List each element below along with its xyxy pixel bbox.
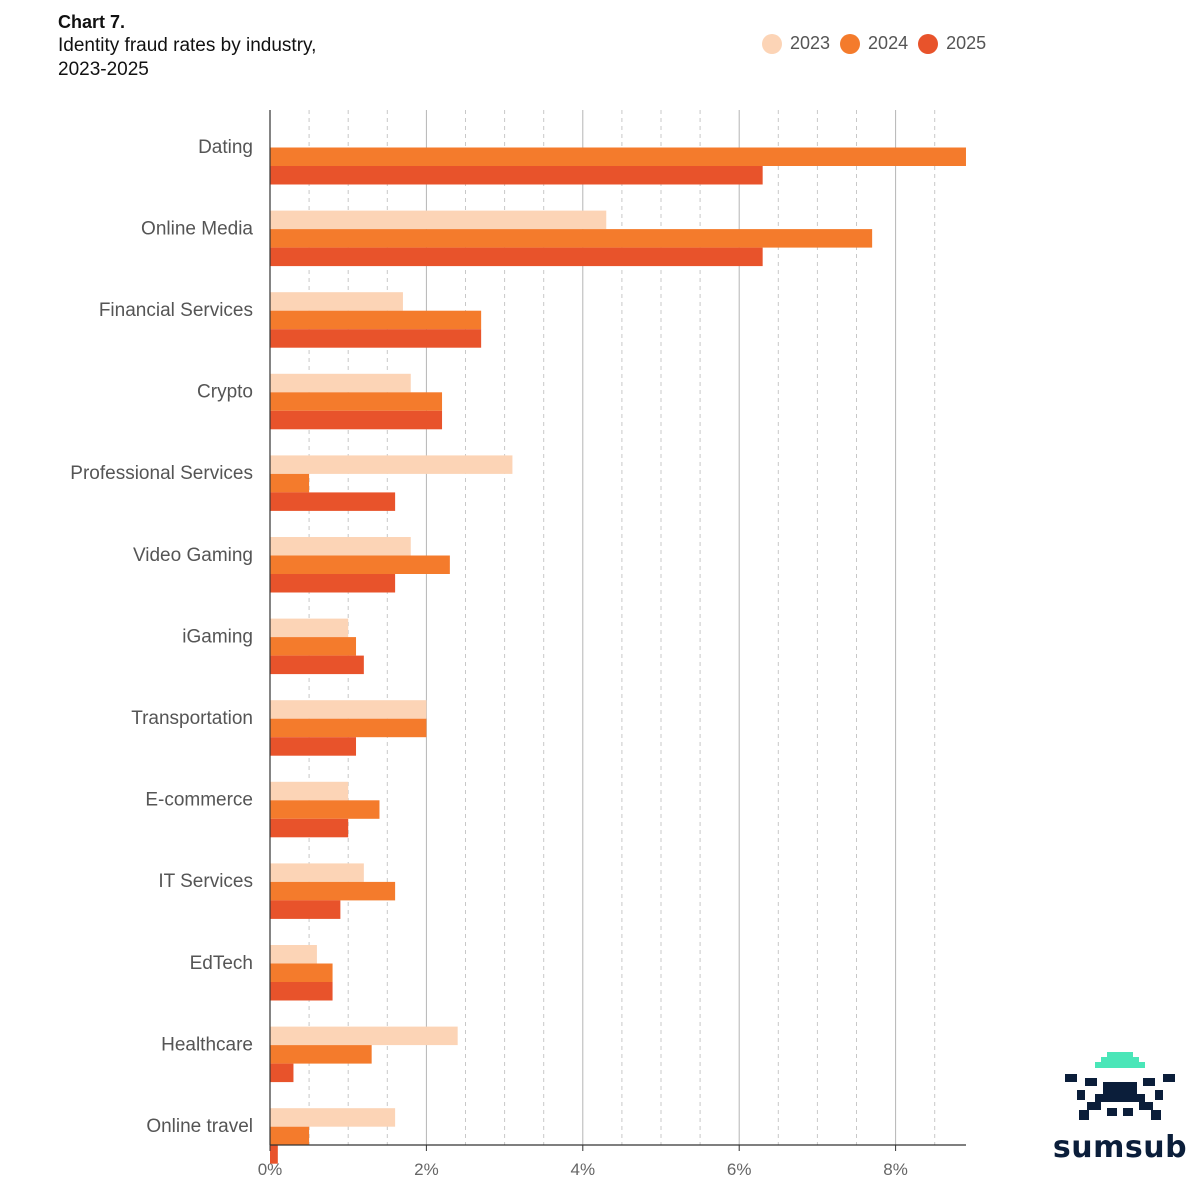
x-tick-label: 0% <box>258 1160 283 1179</box>
bar-2024-dating <box>270 147 966 166</box>
bar-2025-it-services <box>270 900 341 919</box>
x-tick-label: 6% <box>727 1160 752 1179</box>
bar-2024-financial-services <box>270 310 482 330</box>
bar-2024-online-travel <box>270 1126 310 1146</box>
bar-2023-online-travel <box>270 1108 396 1127</box>
category-label: Professional Services <box>70 463 253 484</box>
category-label: EdTech <box>190 953 253 974</box>
bar-2024-professional-services <box>270 473 310 493</box>
bar-2024-video-gaming <box>270 555 450 574</box>
bar-2025-crypto <box>270 410 443 430</box>
legend: 2023 2024 2025 <box>762 33 986 54</box>
title-block: Chart 7. Identity fraud rates by industr… <box>58 10 316 82</box>
bar-2023-financial-services <box>270 292 403 311</box>
bar-2025-online-travel <box>270 1145 278 1164</box>
bar-2023-transportation <box>270 700 427 719</box>
bar-2025-transportation <box>270 737 357 756</box>
bar-2025-igaming <box>270 655 364 675</box>
legend-item-2024: 2024 <box>840 33 908 54</box>
category-label: Online travel <box>146 1116 253 1137</box>
bar-2025-edtech <box>270 982 333 1001</box>
bar-2023-igaming <box>270 618 349 638</box>
bar-2025-online-media <box>270 247 763 267</box>
legend-label-2024: 2024 <box>868 33 909 53</box>
bar-2024-online-media <box>270 229 873 248</box>
bar-2024-igaming <box>270 637 357 656</box>
bar-2024-transportation <box>270 718 427 738</box>
bar-2025-e-commerce <box>270 818 349 838</box>
category-label: Healthcare <box>161 1034 253 1055</box>
x-tick-label: 2% <box>414 1160 439 1179</box>
bar-2023-edtech <box>270 945 317 964</box>
category-label: Financial Services <box>99 300 253 321</box>
category-label: Video Gaming <box>133 545 253 566</box>
bar-2024-crypto <box>270 392 443 411</box>
legend-swatch-2023 <box>762 33 782 54</box>
bar-2023-professional-services <box>270 455 513 474</box>
logo-wordmark: sumsub <box>1052 1130 1188 1165</box>
category-label: E-commerce <box>145 790 253 811</box>
category-label: IT Services <box>158 871 253 892</box>
sumsub-logo: sumsub <box>1052 1050 1188 1165</box>
chart-title: Identity fraud rates by industry, 2023-2… <box>58 35 317 80</box>
legend-label-2023: 2023 <box>790 33 831 53</box>
bar-2024-edtech <box>270 963 333 982</box>
bar-2025-professional-services <box>270 492 396 511</box>
bar-2023-e-commerce <box>270 781 349 801</box>
legend-swatch-2025 <box>918 33 939 54</box>
bar-2025-dating <box>270 166 763 185</box>
legend-item-2023: 2023 <box>762 33 830 54</box>
bar-2024-it-services <box>270 881 396 901</box>
bar-2024-e-commerce <box>270 800 380 819</box>
bar-2024-healthcare <box>270 1045 372 1064</box>
legend-label-2025: 2025 <box>946 33 987 53</box>
bar-2023-it-services <box>270 863 364 882</box>
x-tick-label: 4% <box>571 1160 596 1179</box>
chart-number: Chart 7. <box>58 12 126 32</box>
bar-2025-video-gaming <box>270 574 396 593</box>
bar-2025-financial-services <box>270 329 482 348</box>
x-tick-label: 8% <box>883 1160 908 1179</box>
category-label: Dating <box>198 137 253 158</box>
legend-item-2025: 2025 <box>918 33 986 54</box>
bar-2023-video-gaming <box>270 537 411 556</box>
bar-2023-crypto <box>270 373 411 393</box>
category-label: iGaming <box>182 626 253 647</box>
bar-2023-healthcare <box>270 1026 458 1046</box>
bar-2023-online-media <box>270 210 607 230</box>
category-label: Online Media <box>141 218 253 239</box>
bar-2025-healthcare <box>270 1063 294 1083</box>
category-label: Crypto <box>197 382 253 403</box>
sumsub-logo-icon <box>1065 1052 1175 1120</box>
category-label: Transportation <box>131 708 253 729</box>
legend-swatch-2024 <box>840 33 861 54</box>
